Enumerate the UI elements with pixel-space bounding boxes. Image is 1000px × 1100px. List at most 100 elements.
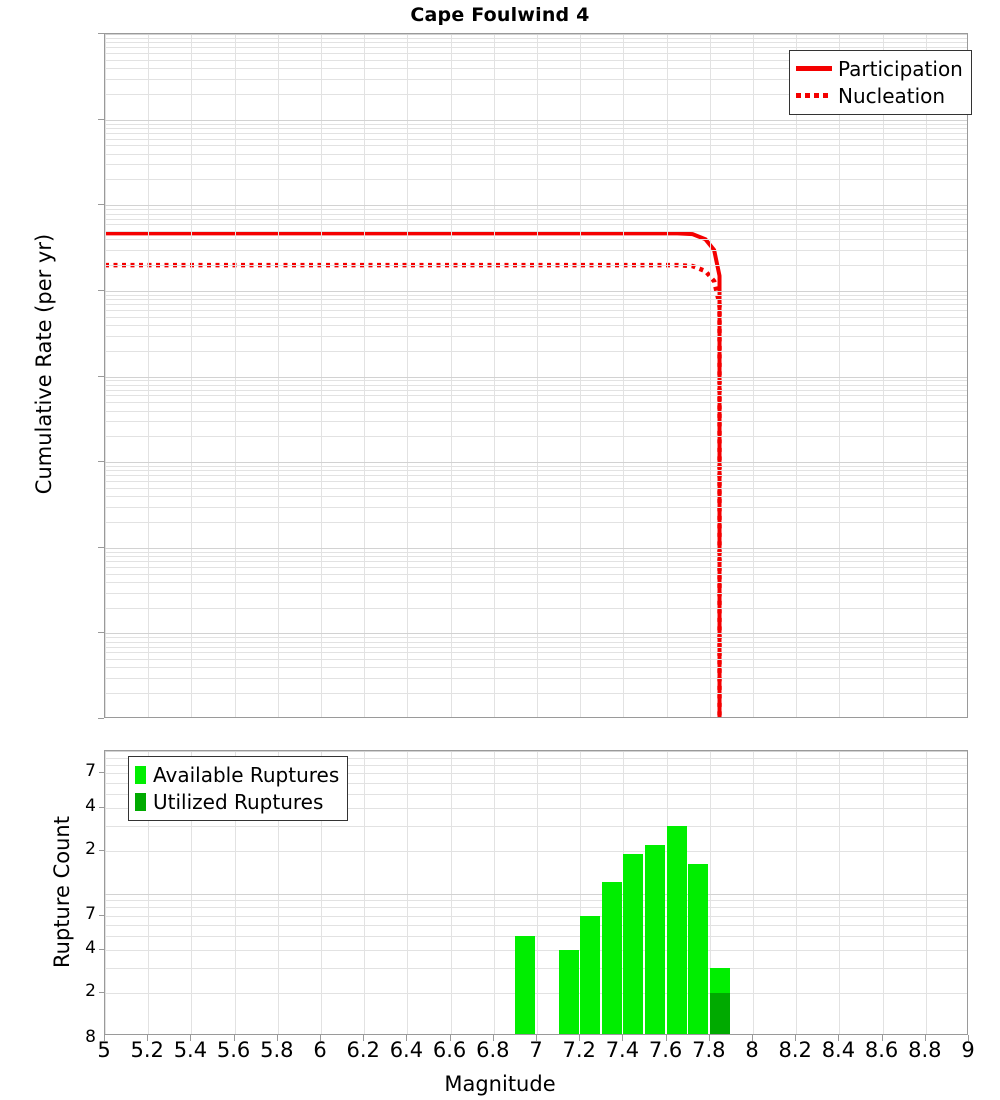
gridline-horizontal (105, 385, 967, 386)
gridline-horizontal (105, 916, 967, 917)
dotted-line-icon (796, 93, 832, 98)
gridline-horizontal (105, 351, 967, 352)
tick-mark (99, 949, 104, 950)
gridline-horizontal (105, 481, 967, 482)
gridline-horizontal (105, 421, 967, 422)
gridline-horizontal (105, 436, 967, 437)
gridline-horizontal (105, 950, 967, 951)
gridline-horizontal (105, 219, 967, 220)
tick-mark (99, 915, 104, 916)
gridline-horizontal (105, 133, 967, 134)
tick-mark (190, 1035, 191, 1041)
gridline-horizontal (105, 507, 967, 508)
gridline-vertical (839, 34, 840, 717)
tick-mark (882, 1035, 883, 1041)
gridline-vertical (105, 34, 106, 717)
x-axis-label: Magnitude (0, 1072, 1000, 1096)
gridline-horizontal (105, 209, 967, 210)
gridline-horizontal (105, 295, 967, 296)
tick-mark (98, 461, 104, 462)
legend-item-available-ruptures: Available Ruptures (135, 761, 339, 788)
gridline-horizontal (105, 214, 967, 215)
gridline-horizontal (105, 231, 967, 232)
tick-mark (147, 1035, 148, 1041)
gridline-horizontal (105, 678, 967, 679)
gridline-vertical (364, 34, 365, 717)
gridline-horizontal (105, 470, 967, 471)
gridline-horizontal (105, 894, 967, 895)
bar-available (580, 916, 600, 1035)
legend-item-participation: Participation (796, 55, 963, 82)
tick-mark (925, 1035, 926, 1041)
tick-mark (406, 1035, 407, 1041)
gridline-horizontal (105, 265, 967, 266)
tick-mark (493, 1035, 494, 1041)
tick-mark (579, 1035, 580, 1041)
legend-label: Nucleation (838, 86, 945, 106)
gridline-vertical (623, 34, 624, 717)
gridline-vertical (796, 34, 797, 717)
tick-mark (450, 1035, 451, 1041)
gridline-horizontal (105, 647, 967, 648)
gridline-vertical (667, 34, 668, 717)
gridline-horizontal (105, 851, 967, 852)
tick-mark (98, 547, 104, 548)
available-color-icon (135, 766, 146, 784)
tick-mark (838, 1035, 839, 1041)
gridline-horizontal (105, 310, 967, 311)
gridline-horizontal (105, 34, 967, 35)
gridline-vertical (883, 34, 884, 717)
bar-available (688, 864, 708, 1035)
gridline-horizontal (105, 120, 967, 121)
tick-mark (98, 718, 104, 719)
gridline-horizontal (105, 402, 967, 403)
gridline-vertical (191, 34, 192, 717)
page-title: Cape Foulwind 4 (0, 4, 1000, 26)
tick-mark (99, 807, 104, 808)
gridline-horizontal (105, 633, 967, 634)
gridline-horizontal (105, 239, 967, 240)
gridline-horizontal (105, 205, 967, 206)
gridline-horizontal (105, 561, 967, 562)
gridline-vertical (148, 34, 149, 717)
gridline-horizontal (105, 336, 967, 337)
gridline-horizontal (105, 145, 967, 146)
gridline-horizontal (105, 652, 967, 653)
bar-available (559, 950, 579, 1035)
gridline-horizontal (105, 124, 967, 125)
tick-mark (99, 850, 104, 851)
gridline-horizontal (105, 475, 967, 476)
bar-available (667, 826, 687, 1036)
gridline-horizontal (105, 556, 967, 557)
gridline-horizontal (105, 900, 967, 901)
tick-mark (98, 119, 104, 120)
tick-mark (98, 376, 104, 377)
tick-mark (666, 1035, 667, 1041)
tick-mark (752, 1035, 753, 1041)
gridline-vertical (235, 34, 236, 717)
cumulative-rate-plot (104, 33, 968, 718)
tick-mark (234, 1035, 235, 1041)
curve-nucleation (105, 265, 720, 717)
legend-label: Participation (838, 59, 963, 79)
legend-label: Utilized Ruptures (153, 792, 323, 812)
gridline-horizontal (105, 164, 967, 165)
gridline-vertical (926, 34, 927, 717)
bar-available (623, 854, 643, 1035)
gridline-horizontal (105, 659, 967, 660)
gridline-horizontal (105, 642, 967, 643)
gridline-horizontal (105, 488, 967, 489)
gridline-horizontal (105, 993, 967, 994)
bottom-y-minor-tick-label: 2 (70, 983, 96, 1000)
tick-mark (98, 290, 104, 291)
gridline-horizontal (105, 582, 967, 583)
tick-mark (622, 1035, 623, 1041)
tick-mark (99, 772, 104, 773)
gridline-horizontal (105, 462, 967, 463)
gridline-vertical (451, 34, 452, 717)
gridline-horizontal (105, 179, 967, 180)
gridline-horizontal (105, 667, 967, 668)
gridline-horizontal (105, 496, 967, 497)
gridline-horizontal (105, 826, 967, 827)
gridline-horizontal (105, 377, 967, 378)
